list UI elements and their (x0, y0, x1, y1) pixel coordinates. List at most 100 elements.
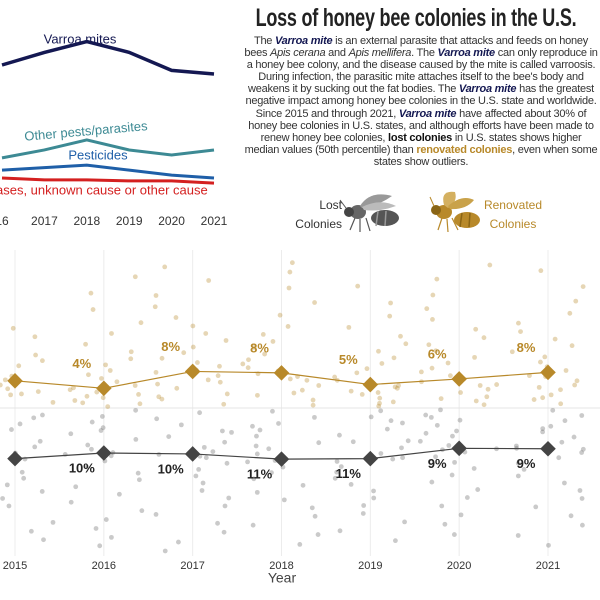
data-point (155, 381, 160, 387)
data-point (580, 446, 586, 452)
data-point (99, 376, 104, 381)
data-point (0, 496, 5, 501)
median-marker (540, 364, 556, 381)
data-point (548, 392, 554, 398)
data-point (176, 539, 181, 545)
data-point (442, 521, 448, 527)
data-point (215, 373, 221, 379)
data-point (254, 433, 259, 439)
data-point (39, 489, 45, 494)
data-point (159, 396, 165, 402)
data-point (346, 324, 352, 330)
median-marker (540, 441, 556, 457)
data-point (254, 451, 260, 457)
data-point (100, 395, 106, 401)
median-label: 8% (250, 340, 269, 355)
data-point (5, 386, 11, 392)
data-point (37, 438, 43, 444)
title: Loss of honey bee colonies in the U.S. (255, 4, 577, 32)
data-point (257, 427, 263, 433)
data-point (433, 348, 439, 354)
data-point (494, 382, 500, 387)
data-point (174, 385, 180, 391)
data-point (403, 341, 409, 347)
data-point (270, 339, 276, 344)
description: The Varroa mite is an external parasite … (244, 35, 598, 168)
data-point (540, 395, 546, 401)
data-point (552, 336, 558, 342)
data-point (109, 331, 114, 336)
data-point (277, 312, 283, 318)
data-point (68, 499, 74, 505)
median-label: 8% (161, 339, 180, 354)
data-point (41, 537, 46, 543)
text: can only reproduce in a honey bee colony… (246, 47, 598, 96)
data-point (109, 534, 114, 540)
data-point (16, 363, 22, 369)
data-point (153, 512, 159, 517)
data-point (368, 414, 374, 420)
data-point (388, 300, 393, 306)
data-point (445, 360, 451, 366)
data-point (153, 293, 159, 298)
data-point (400, 420, 405, 426)
x-tick-label: 2018 (269, 560, 293, 572)
data-point (260, 332, 266, 337)
data-point (103, 517, 109, 522)
data-point (270, 408, 275, 414)
data-point (538, 359, 543, 365)
data-point (464, 495, 470, 500)
data-point (548, 423, 554, 429)
data-point (67, 387, 73, 393)
data-point (430, 317, 435, 322)
data-point (299, 387, 305, 393)
data-point (86, 372, 91, 378)
data-point (556, 455, 562, 461)
data-point (338, 464, 344, 469)
x-tick-label: 2020 (447, 560, 471, 572)
data-point (572, 382, 578, 388)
data-point (433, 454, 438, 460)
data-point (452, 459, 457, 465)
legend-renovated: Renovated Colonies (483, 198, 543, 231)
data-point (50, 399, 56, 405)
data-point (364, 366, 370, 372)
data-point (481, 402, 487, 408)
data-point (568, 513, 574, 519)
data-point (361, 503, 367, 508)
x-tick-label: 2019 (116, 214, 143, 228)
data-point (136, 392, 141, 397)
x-tick-label: 2021 (536, 560, 560, 572)
data-point (93, 526, 99, 531)
data-point (203, 331, 209, 336)
data-point (50, 519, 56, 525)
x-tick-label: 2015 (3, 560, 27, 572)
data-point (388, 418, 394, 424)
data-point (429, 479, 435, 485)
data-point (434, 276, 440, 282)
data-point (222, 503, 228, 509)
data-point (219, 428, 225, 434)
data-point (337, 432, 342, 438)
data-point (377, 400, 382, 406)
data-point (215, 520, 220, 526)
data-point (90, 307, 96, 312)
median-label: 9% (428, 456, 447, 471)
data-point (540, 426, 546, 432)
data-point (133, 407, 139, 413)
median-marker (184, 363, 201, 380)
data-point (579, 496, 585, 501)
data-point (515, 473, 521, 479)
data-point (32, 444, 38, 450)
data-point (574, 378, 580, 384)
data-point (221, 529, 227, 535)
series-label: Pesticides (68, 147, 128, 162)
data-point (287, 376, 293, 382)
data-point (515, 533, 521, 538)
data-point (400, 455, 406, 461)
data-point (88, 290, 94, 296)
data-point (159, 355, 165, 361)
median-marker (451, 371, 467, 387)
data-point (458, 390, 463, 395)
